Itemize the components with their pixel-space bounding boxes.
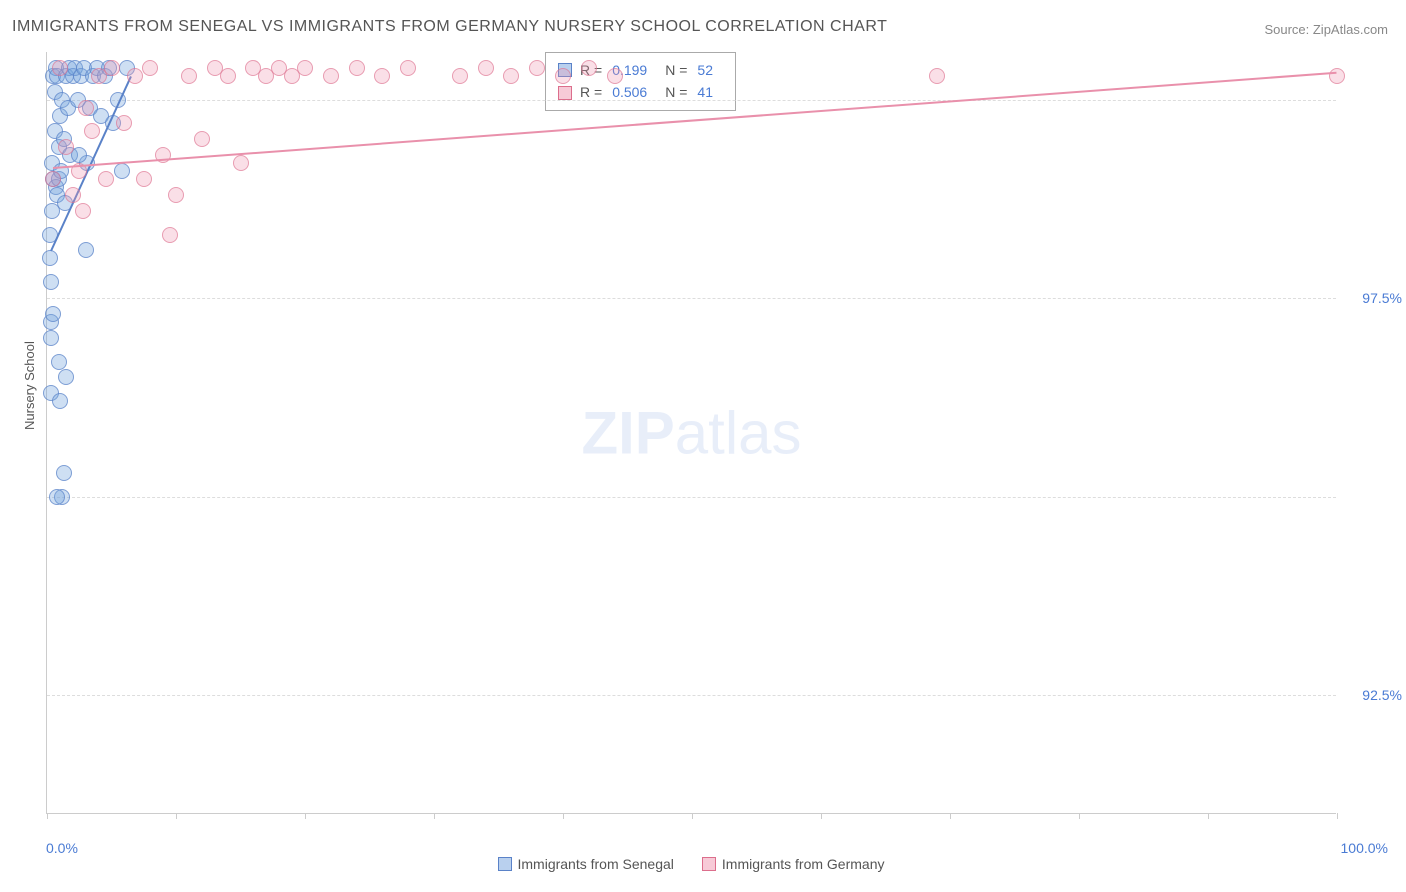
x-tick <box>821 813 822 819</box>
n-label: N = <box>665 59 687 81</box>
scatter-point <box>181 68 197 84</box>
source-attribution: Source: ZipAtlas.com <box>1264 22 1388 37</box>
x-tick <box>950 813 951 819</box>
scatter-point <box>136 171 152 187</box>
x-tick <box>563 813 564 819</box>
watermark: ZIPatlas <box>581 398 801 467</box>
chart-title: IMMIGRANTS FROM SENEGAL VS IMMIGRANTS FR… <box>12 18 887 36</box>
legend-swatch <box>702 857 716 871</box>
scatter-point <box>142 60 158 76</box>
scatter-point <box>503 68 519 84</box>
x-tick <box>47 813 48 819</box>
x-tick <box>1208 813 1209 819</box>
scatter-point <box>555 68 571 84</box>
scatter-point <box>43 274 59 290</box>
stats-legend: R =0.199N =52R =0.506N =41 <box>545 52 736 111</box>
bottom-legend: Immigrants from Senegal Immigrants from G… <box>46 856 1336 874</box>
scatter-point <box>56 465 72 481</box>
scatter-point <box>607 68 623 84</box>
scatter-point <box>58 139 74 155</box>
scatter-point <box>78 242 94 258</box>
scatter-point <box>220 68 236 84</box>
scatter-point <box>84 123 100 139</box>
scatter-point <box>297 60 313 76</box>
legend-label: Immigrants from Germany <box>722 856 885 872</box>
scatter-point <box>104 60 120 76</box>
y-axis-label: Nursery School <box>22 341 37 430</box>
scatter-point <box>1329 68 1345 84</box>
scatter-point <box>349 60 365 76</box>
scatter-point <box>168 187 184 203</box>
scatter-point <box>233 155 249 171</box>
scatter-point <box>45 306 61 322</box>
x-tick <box>176 813 177 819</box>
bottom-legend-item: Immigrants from Germany <box>702 856 885 872</box>
legend-swatch <box>558 86 572 100</box>
x-tick-label: 100.0% <box>1341 840 1388 856</box>
gridline <box>47 497 1336 498</box>
plot-area: ZIPatlas R =0.199N =52R =0.506N =41 92.5… <box>46 52 1336 814</box>
scatter-point <box>116 115 132 131</box>
legend-swatch <box>498 857 512 871</box>
scatter-point <box>65 187 81 203</box>
scatter-point <box>581 60 597 76</box>
x-tick-label: 0.0% <box>46 840 78 856</box>
scatter-point <box>162 227 178 243</box>
scatter-point <box>45 171 61 187</box>
scatter-point <box>75 203 91 219</box>
x-tick <box>305 813 306 819</box>
scatter-point <box>127 68 143 84</box>
scatter-point <box>52 393 68 409</box>
x-tick <box>1337 813 1338 819</box>
scatter-point <box>98 171 114 187</box>
y-tick-label: 92.5% <box>1362 687 1402 703</box>
bottom-legend-item: Immigrants from Senegal <box>498 856 674 872</box>
y-tick-label: 97.5% <box>1362 290 1402 306</box>
scatter-point <box>478 60 494 76</box>
x-tick <box>434 813 435 819</box>
n-value: 52 <box>697 59 713 81</box>
scatter-point <box>58 369 74 385</box>
x-tick <box>1079 813 1080 819</box>
scatter-point <box>400 60 416 76</box>
scatter-point <box>49 489 65 505</box>
scatter-point <box>194 131 210 147</box>
scatter-point <box>452 68 468 84</box>
gridline <box>47 298 1336 299</box>
gridline <box>47 695 1336 696</box>
x-tick <box>692 813 693 819</box>
scatter-point <box>529 60 545 76</box>
scatter-point <box>114 163 130 179</box>
scatter-point <box>78 100 94 116</box>
legend-label: Immigrants from Senegal <box>518 856 674 872</box>
scatter-point <box>42 250 58 266</box>
scatter-point <box>929 68 945 84</box>
scatter-point <box>52 60 68 76</box>
scatter-point <box>51 354 67 370</box>
scatter-point <box>374 68 390 84</box>
scatter-point <box>323 68 339 84</box>
gridline <box>47 100 1336 101</box>
scatter-point <box>43 330 59 346</box>
